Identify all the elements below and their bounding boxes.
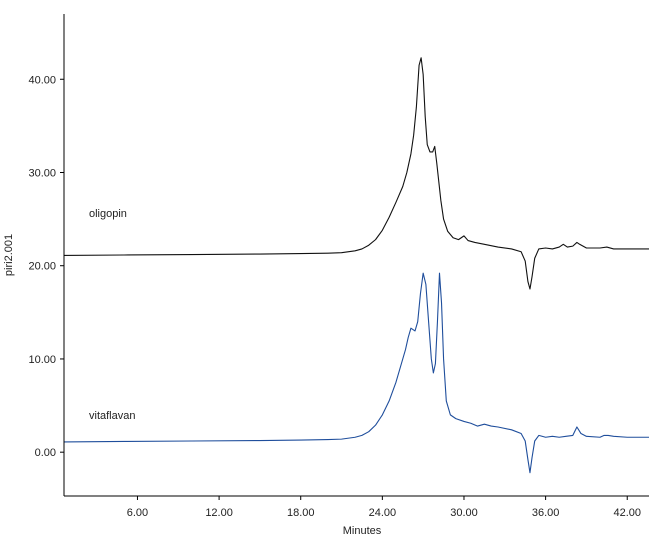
x-tick-label: 12.00	[205, 507, 233, 519]
y-axis-label: piri2.001	[3, 234, 15, 276]
x-tick-label: 30.00	[450, 507, 478, 519]
tick-layer: 6.00 12.00 18.00 24.00 30.00 36.00 42.00 0.00 10…	[28, 74, 641, 519]
oligopin-series-label: oligopin	[89, 208, 127, 220]
series-layer	[63, 57, 649, 474]
series-line-vitaflavan	[63, 272, 649, 474]
y-tick-label: 10.00	[28, 354, 56, 366]
x-tick-label: 24.00	[369, 507, 397, 519]
y-tick-label: 20.00	[28, 261, 56, 273]
x-tick-label: 6.00	[127, 507, 148, 519]
x-tick-label: 42.00	[613, 507, 641, 519]
y-tick-label: 30.00	[28, 167, 56, 179]
y-tick-label: 0.00	[35, 447, 56, 459]
x-tick-label: 36.00	[532, 507, 560, 519]
y-tick-label: 40.00	[28, 74, 56, 86]
series-line-oligopin	[63, 57, 649, 290]
x-tick-label: 18.00	[287, 507, 315, 519]
x-axis-label: Minutes	[343, 525, 382, 537]
vitaflavan-series-label: vitaflavan	[89, 410, 135, 422]
